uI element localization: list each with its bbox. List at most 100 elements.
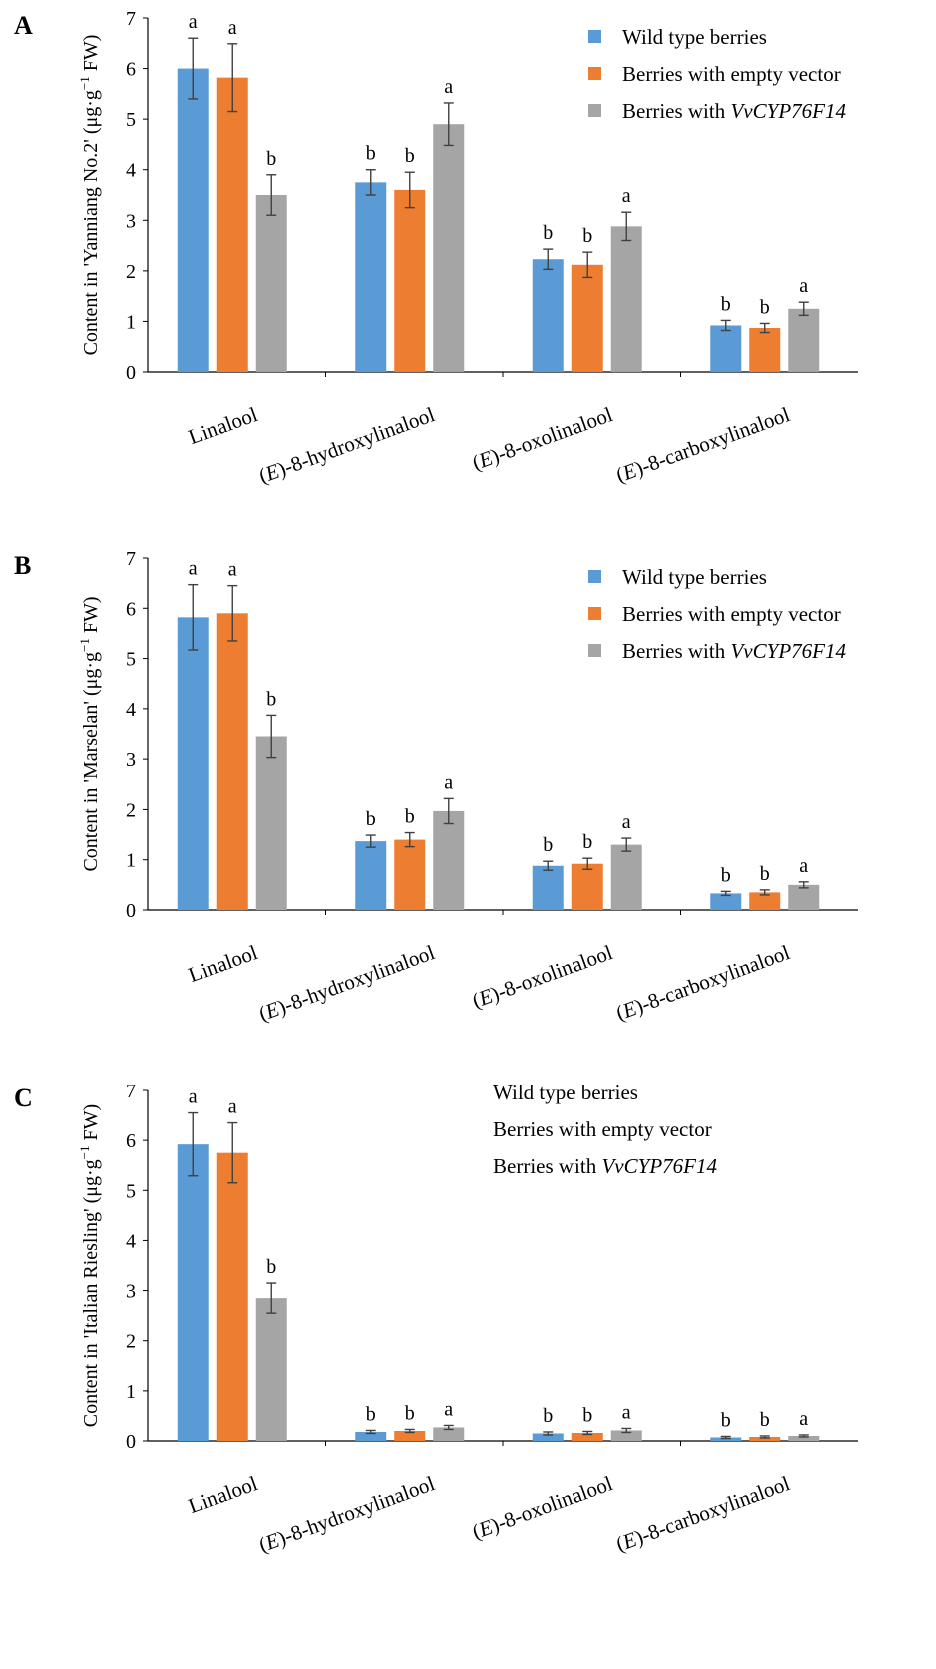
bar-c-vvcyp bbox=[255, 1298, 287, 1441]
x-category-label-c: Linalool bbox=[185, 1471, 260, 1518]
category-rest: Linalool bbox=[185, 1471, 260, 1518]
bar-c-vvcyp bbox=[610, 1430, 642, 1441]
legend-text: Wild type berries bbox=[622, 25, 767, 49]
significance-letter-b: a bbox=[444, 771, 453, 793]
x-category-label-c: (E)-8-oxolinalool bbox=[469, 1471, 615, 1544]
y-tick-label-b: 5 bbox=[126, 649, 136, 671]
y-tick-label-a: 6 bbox=[126, 59, 136, 81]
y-tick-label-b: 0 bbox=[126, 900, 136, 922]
significance-letter-c: a bbox=[189, 1086, 198, 1108]
bar-c-wild_type bbox=[177, 1144, 209, 1441]
y-axis-title-unit: FW) bbox=[80, 596, 102, 638]
y-tick-label-c: 7 bbox=[126, 1085, 136, 1102]
bar-a-wild_type bbox=[177, 68, 209, 373]
y-axis-title-a: Content in 'Yanniang No.2' (μg·g−1 FW) bbox=[77, 35, 102, 356]
chart-c-svg: C 0 1 2 3 4 5 6 7 Content in 'Italian Riesling' (… bbox=[14, 1085, 858, 1557]
y-tick-label-a: 5 bbox=[126, 109, 136, 131]
significance-letter-a: b bbox=[543, 222, 553, 244]
significance-letter-c: b bbox=[366, 1403, 376, 1425]
y-tick-label-c: 2 bbox=[126, 1331, 136, 1353]
bar-b-wild_type bbox=[355, 841, 387, 910]
bar-a-vvcyp bbox=[788, 308, 820, 372]
category-rest: )-8-hydroxylinalool bbox=[274, 1471, 438, 1550]
y-tick-label-a: 0 bbox=[126, 362, 136, 384]
category-rest: )-8-oxolinalool bbox=[488, 402, 616, 468]
legend-label-a: Wild type berries bbox=[622, 25, 767, 49]
bar-a-wild_type bbox=[710, 325, 742, 372]
significance-letter-a: a bbox=[622, 185, 631, 207]
y-tick-label-c: 6 bbox=[126, 1130, 136, 1152]
legend-swatch-a-empty_vector bbox=[588, 67, 601, 80]
x-category-label-b: (E)-8-hydroxylinalool bbox=[255, 940, 438, 1026]
significance-letter-c: b bbox=[760, 1409, 770, 1431]
y-tick-label-c: 0 bbox=[126, 1431, 136, 1453]
category-rest: )-8-oxolinalool bbox=[488, 940, 616, 1006]
panel-letter-c: C bbox=[14, 1085, 33, 1112]
y-tick-label-c: 5 bbox=[126, 1180, 136, 1202]
y-axis-title-superscript: −1 bbox=[77, 1145, 92, 1159]
bar-c-empty_vector bbox=[571, 1432, 603, 1441]
y-tick-label-c: 3 bbox=[126, 1281, 136, 1303]
legend-text: Berries with empty vector bbox=[493, 1117, 712, 1141]
bar-c-wild_type bbox=[532, 1433, 564, 1441]
y-axis-title-text: Content in 'Marselan' (μg·g bbox=[80, 652, 102, 872]
bar-a-empty_vector bbox=[749, 328, 781, 372]
y-tick-label-a: 2 bbox=[126, 261, 136, 283]
y-tick-label-b: 6 bbox=[126, 598, 136, 620]
x-category-label-b: Linalool bbox=[185, 940, 260, 987]
legend-italic: VvCYP76F14 bbox=[601, 1154, 717, 1178]
y-tick-label-b: 4 bbox=[126, 699, 136, 721]
y-tick-label-c: 1 bbox=[126, 1381, 136, 1403]
y-axis-title-unit: FW) bbox=[80, 35, 102, 77]
y-axis-title-unit: FW) bbox=[80, 1104, 102, 1146]
significance-letter-b: a bbox=[622, 811, 631, 833]
bar-a-empty_vector bbox=[216, 77, 248, 372]
legend-label-a: Berries with VvCYP76F14 bbox=[622, 99, 846, 123]
x-category-label-a: (E)-8-hydroxylinalool bbox=[255, 402, 438, 488]
bar-a-vvcyp bbox=[255, 195, 287, 372]
y-tick-label-b: 7 bbox=[126, 548, 136, 570]
y-tick-label-a: 3 bbox=[126, 210, 136, 232]
bar-b-wild_type bbox=[177, 617, 209, 910]
bar-c-vvcyp bbox=[433, 1427, 465, 1441]
significance-letter-c: b bbox=[582, 1404, 592, 1426]
significance-letter-a: b bbox=[582, 225, 592, 247]
legend-swatch-a-vvcyp bbox=[588, 104, 601, 117]
significance-letter-a: a bbox=[799, 275, 808, 297]
legend-label-a: Berries with empty vector bbox=[622, 62, 841, 86]
bar-b-empty_vector bbox=[571, 863, 603, 910]
bar-c-empty_vector bbox=[394, 1430, 426, 1441]
legend-swatch-a-wild_type bbox=[588, 30, 601, 43]
legend-label-c: Berries with empty vector bbox=[493, 1117, 712, 1141]
bar-c-wild_type bbox=[710, 1437, 742, 1441]
legend-italic: VvCYP76F14 bbox=[730, 99, 846, 123]
bar-c-empty_vector bbox=[749, 1436, 781, 1441]
x-category-label-a: Linalool bbox=[185, 402, 260, 449]
legend-text: Wild type berries bbox=[493, 1085, 638, 1104]
legend-text: Berries with empty vector bbox=[622, 62, 841, 86]
y-tick-label-a: 1 bbox=[126, 311, 136, 333]
chart-b-svg: B 0 1 2 3 4 5 6 7 Content in 'Marselan' (μg·g−1 F… bbox=[14, 548, 858, 1026]
legend-italic: VvCYP76F14 bbox=[730, 639, 846, 663]
significance-letter-a: b bbox=[366, 143, 376, 165]
bar-b-vvcyp bbox=[610, 844, 642, 910]
significance-letter-a: b bbox=[760, 296, 770, 318]
legend-text: Berries with bbox=[622, 639, 730, 663]
significance-letter-c: b bbox=[721, 1409, 731, 1431]
significance-letter-c: a bbox=[622, 1401, 631, 1423]
significance-letter-b: b bbox=[721, 864, 731, 886]
category-rest: Linalool bbox=[185, 402, 260, 449]
y-tick-label-a: 4 bbox=[126, 160, 136, 182]
legend-swatch-b-wild_type bbox=[588, 570, 601, 583]
significance-letter-c: a bbox=[228, 1096, 237, 1118]
chart-panel-c: C 0 1 2 3 4 5 6 7 Content in 'Italian Riesling' (… bbox=[0, 1085, 936, 1625]
bar-a-vvcyp bbox=[610, 226, 642, 372]
category-rest: )-8-hydroxylinalool bbox=[274, 402, 438, 481]
significance-letter-a: b bbox=[721, 293, 731, 315]
y-tick-label-a: 7 bbox=[126, 8, 136, 30]
bar-a-wild_type bbox=[355, 182, 387, 372]
significance-letter-b: a bbox=[228, 559, 237, 581]
significance-letter-b: b bbox=[366, 808, 376, 830]
x-category-label-a: (E)-8-oxolinalool bbox=[469, 402, 615, 475]
bar-b-empty_vector bbox=[749, 892, 781, 910]
